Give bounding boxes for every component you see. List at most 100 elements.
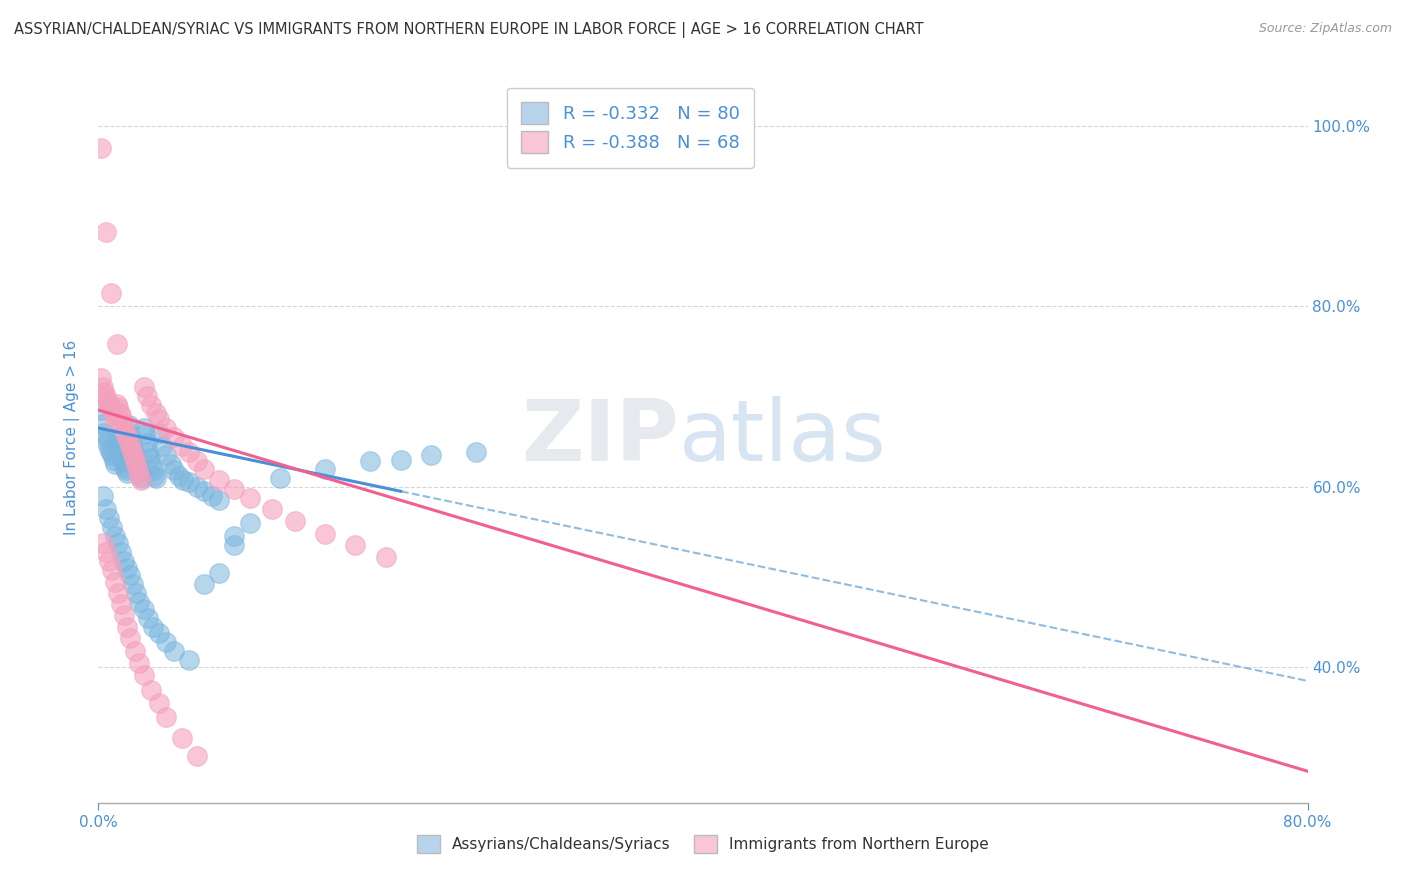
Point	[112, 459, 135, 474]
Point	[201, 489, 224, 503]
Point	[112, 418, 135, 433]
Point	[148, 412, 170, 426]
Point	[239, 516, 262, 530]
Y-axis label: In Labor Force | Age > 16: In Labor Force | Age > 16	[63, 340, 80, 534]
Point	[186, 480, 208, 494]
Point	[179, 445, 201, 459]
Point	[91, 380, 114, 394]
Point	[104, 574, 127, 589]
Point	[131, 471, 153, 485]
Point	[96, 394, 118, 409]
Point	[129, 469, 152, 483]
Point	[128, 595, 150, 609]
Point	[94, 502, 117, 516]
Point	[127, 463, 149, 477]
Point	[124, 644, 146, 658]
Point	[141, 682, 163, 697]
Point	[120, 632, 142, 646]
Point	[142, 620, 165, 634]
Point	[125, 454, 148, 468]
Point	[172, 473, 194, 487]
Point	[118, 434, 141, 449]
Point	[110, 597, 132, 611]
Point	[115, 430, 138, 444]
Point	[118, 418, 141, 433]
Point	[110, 545, 132, 559]
Point	[179, 653, 201, 667]
Point	[132, 421, 155, 435]
Point	[104, 457, 127, 471]
Point	[148, 697, 170, 711]
Point	[112, 554, 135, 568]
Point	[108, 406, 131, 420]
Point	[115, 620, 138, 634]
Point	[139, 450, 162, 465]
Point	[208, 566, 231, 580]
Point	[136, 445, 159, 459]
Text: Source: ZipAtlas.com: Source: ZipAtlas.com	[1258, 22, 1392, 36]
Text: ZIP: ZIP	[522, 395, 679, 479]
Point	[128, 469, 150, 483]
Point	[115, 561, 138, 575]
Point	[114, 463, 136, 477]
Point	[135, 389, 157, 403]
Text: atlas: atlas	[679, 395, 887, 479]
Text: ASSYRIAN/CHALDEAN/SYRIAC VS IMMIGRANTS FROM NORTHERN EUROPE IN LABOR FORCE | AGE: ASSYRIAN/CHALDEAN/SYRIAC VS IMMIGRANTS F…	[14, 22, 924, 38]
Point	[98, 442, 121, 456]
Point	[105, 430, 128, 444]
Point	[150, 439, 173, 453]
Legend: Assyrians/Chaldeans/Syriacs, Immigrants from Northern Europe: Assyrians/Chaldeans/Syriacs, Immigrants …	[409, 827, 997, 861]
Point	[105, 397, 128, 411]
Point	[160, 457, 183, 471]
Point	[91, 417, 114, 431]
Point	[112, 607, 135, 622]
Point	[128, 656, 150, 670]
Point	[132, 667, 155, 681]
Point	[103, 452, 125, 467]
Point	[122, 442, 145, 456]
Point	[186, 748, 208, 763]
Point	[98, 397, 121, 411]
Point	[108, 443, 131, 458]
Point	[465, 445, 488, 459]
Point	[105, 337, 128, 351]
Point	[193, 577, 215, 591]
Point	[98, 511, 121, 525]
Point	[420, 448, 443, 462]
Point	[143, 469, 166, 483]
Point	[103, 408, 125, 422]
Point	[186, 454, 208, 468]
Point	[314, 461, 336, 475]
Point	[94, 430, 117, 444]
Point	[120, 568, 142, 582]
Point	[155, 710, 177, 724]
Point	[129, 473, 152, 487]
Point	[101, 448, 124, 462]
Point	[121, 434, 143, 449]
Point	[155, 421, 177, 435]
Point	[262, 502, 284, 516]
Point	[224, 538, 246, 552]
Point	[98, 554, 121, 568]
Point	[170, 439, 193, 453]
Point	[101, 563, 124, 577]
Point	[269, 471, 291, 485]
Point	[134, 427, 156, 442]
Point	[127, 459, 149, 474]
Point	[107, 586, 129, 600]
Point	[163, 430, 186, 444]
Point	[132, 380, 155, 394]
Point	[132, 601, 155, 615]
Point	[122, 448, 145, 462]
Point	[114, 425, 136, 440]
Point	[104, 529, 127, 543]
Point	[93, 425, 115, 440]
Point	[120, 427, 142, 442]
Point	[163, 644, 186, 658]
Point	[148, 626, 170, 640]
Point	[155, 448, 177, 462]
Point	[284, 514, 307, 528]
Point	[142, 463, 165, 477]
Point	[101, 403, 124, 417]
Point	[389, 452, 412, 467]
